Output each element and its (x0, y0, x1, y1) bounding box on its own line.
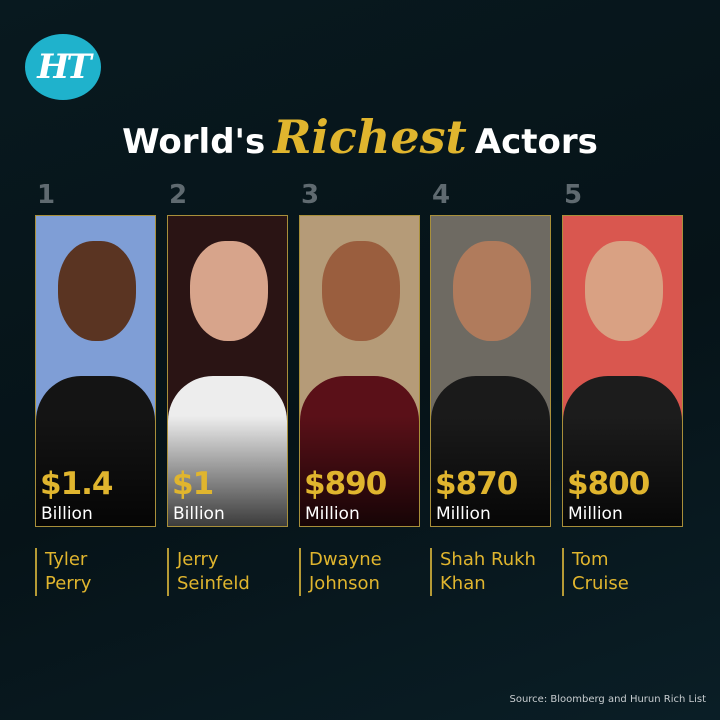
actor-name: Jerry Seinfeld (167, 548, 250, 596)
rank-number: 5 (564, 180, 583, 210)
actor-name: Tom Cruise (562, 548, 629, 596)
net-worth-amount: $890 (304, 466, 387, 502)
rank-number: 2 (169, 180, 188, 210)
net-worth-unit: Million (305, 504, 360, 524)
net-worth-amount: $800 (567, 466, 650, 502)
net-worth-unit: Million (436, 504, 491, 524)
actor-photo-face (190, 241, 268, 341)
actor-photo-face (322, 241, 400, 341)
actor-name: Tyler Perry (35, 548, 91, 596)
source-note: Source: Bloomberg and Hurun Rich List (509, 694, 706, 705)
actor-name: Shah Rukh Khan (430, 548, 536, 596)
net-worth-amount: $870 (435, 466, 518, 502)
net-worth-unit: Billion (173, 504, 225, 524)
rank-number: 4 (432, 180, 451, 210)
actor-card: $1.4 Billion (35, 215, 156, 527)
title-accent: Richest (273, 110, 467, 164)
net-worth-unit: Million (568, 504, 623, 524)
actor-card: $890 Million (299, 215, 420, 527)
ht-logo: HT (25, 34, 101, 100)
actor-card: $800 Million (562, 215, 683, 527)
actor-photo-face (58, 241, 136, 341)
actor-photo-face (453, 241, 531, 341)
actor-name: Dwayne Johnson (299, 548, 382, 596)
net-worth-unit: Billion (41, 504, 93, 524)
actor-card: $870 Million (430, 215, 551, 527)
rank-number: 1 (37, 180, 56, 210)
net-worth-amount: $1 (172, 466, 214, 502)
rank-number: 3 (301, 180, 320, 210)
actor-card: $1 Billion (167, 215, 288, 527)
actor-photo-face (585, 241, 663, 341)
page-title: World's Richest Actors (122, 110, 598, 164)
net-worth-amount: $1.4 (40, 466, 113, 502)
